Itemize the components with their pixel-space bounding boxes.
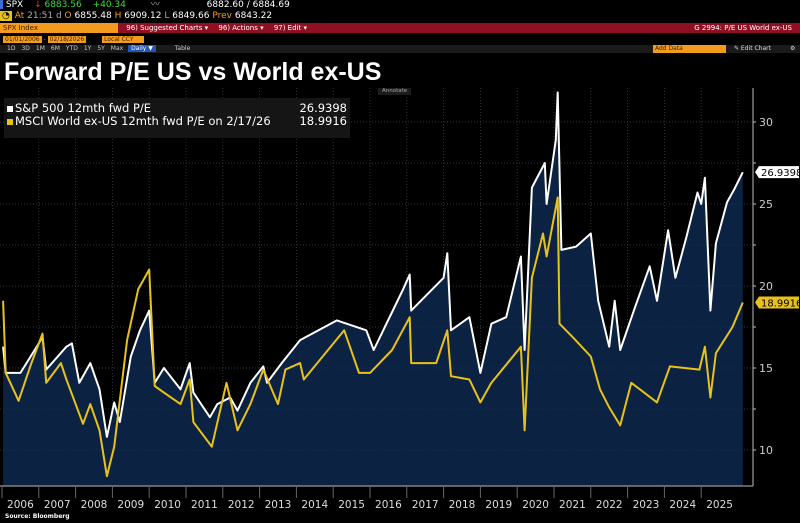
x-tick-label: 2022 bbox=[596, 499, 623, 511]
range-button[interactable]: 5Y bbox=[97, 45, 105, 52]
chart-id: G 2994: P/E US World ex-US bbox=[694, 24, 792, 32]
high: 6909.12 bbox=[124, 11, 162, 21]
last-price: 6883.56 bbox=[44, 0, 82, 10]
security-field[interactable]: SPX Index bbox=[0, 23, 118, 33]
currency-select[interactable]: Local CCY bbox=[102, 36, 144, 43]
legend: S&P 500 12mth fwd P/E 26.9398 MSCI World… bbox=[4, 98, 350, 138]
frequency-select[interactable]: Daily ▼ bbox=[128, 45, 156, 52]
actions-menu[interactable]: 96) Actions ▾ bbox=[218, 24, 264, 32]
x-tick-label: 2023 bbox=[633, 499, 660, 511]
low-label: L bbox=[164, 11, 170, 21]
msci-last-value-tag: 18.9916 bbox=[755, 296, 800, 310]
x-tick-label: 2020 bbox=[522, 499, 549, 511]
chart-marks bbox=[0, 91, 753, 486]
x-tick-label: 2025 bbox=[706, 499, 733, 511]
legend-label: S&P 500 12mth fwd P/E bbox=[15, 101, 152, 115]
legend-item-spx: S&P 500 12mth fwd P/E 26.9398 bbox=[7, 102, 347, 115]
x-tick-label: 2018 bbox=[449, 499, 476, 511]
range-button[interactable]: Max bbox=[110, 45, 124, 52]
x-tick-label: 2017 bbox=[412, 499, 439, 511]
at-label: At bbox=[14, 11, 25, 21]
x-tick-label: 2014 bbox=[301, 499, 328, 511]
y-tick-label: 25 bbox=[759, 198, 773, 211]
spx-last-value-tag: 26.9398 bbox=[755, 166, 800, 179]
x-tick-label: 2024 bbox=[669, 499, 696, 511]
prev-label: Prev bbox=[212, 11, 232, 21]
quote-icon: ◔ bbox=[0, 11, 12, 21]
msci-line bbox=[2, 196, 744, 478]
msci-last-value-tag-text: 18.9916 bbox=[761, 299, 800, 310]
x-tick-label: 2006 bbox=[7, 499, 34, 511]
open-label: O bbox=[64, 11, 72, 21]
legend-swatch-white bbox=[7, 105, 13, 112]
x-tick-label: 2008 bbox=[81, 499, 108, 511]
spx-last-value-tag-text: 26.9398 bbox=[761, 168, 800, 179]
range-row: 1D 3D 1M 6M YTD 1Y 5Y Max Daily ▼ Table bbox=[0, 45, 800, 53]
page-title: Forward P/E US vs World ex-US bbox=[4, 58, 382, 86]
ticker-bar: SPX ↓ 6883.56 +40.34 〰 6882.60 / 6884.69 bbox=[0, 0, 800, 11]
y-tick-label: 20 bbox=[759, 280, 773, 293]
source-note: Source: Bloomberg bbox=[5, 513, 70, 520]
start-date-field[interactable]: 01/01/2006 bbox=[3, 36, 42, 43]
y-tick-label: 30 bbox=[759, 116, 773, 129]
open: 6855.48 bbox=[74, 11, 112, 21]
gear-icon[interactable]: ⚙ bbox=[790, 45, 796, 52]
range-button[interactable]: YTD bbox=[65, 45, 78, 52]
legend-swatch-yellow bbox=[7, 118, 13, 125]
range-button[interactable]: 1D bbox=[7, 45, 16, 52]
annotate-button[interactable]: Annotate bbox=[378, 88, 412, 95]
spx-last-value-tag-box bbox=[755, 166, 799, 179]
msci-last-value-tag-box bbox=[755, 296, 799, 309]
add-data-field[interactable]: Add Data bbox=[653, 45, 726, 53]
down-arrow-icon: ↓ bbox=[34, 0, 42, 10]
x-tick-label: 2016 bbox=[375, 499, 402, 511]
range-button[interactable]: 3D bbox=[21, 45, 30, 52]
x-tick-label: 2012 bbox=[228, 499, 255, 511]
sparkline-icon: 〰 bbox=[150, 0, 160, 10]
legend-label: MSCI World ex-US 12mth fwd P/E on 2/17/2… bbox=[15, 114, 271, 128]
menu-bar: SPX Index 96) Suggested Charts ▾ 96) Act… bbox=[0, 23, 800, 33]
x-tick-label: 2015 bbox=[338, 499, 365, 511]
legend-item-msci: MSCI World ex-US 12mth fwd P/E on 2/17/2… bbox=[7, 115, 347, 128]
spx-line bbox=[2, 91, 744, 438]
x-tick-label: 2009 bbox=[117, 499, 144, 511]
range-button[interactable]: 1Y bbox=[83, 45, 92, 52]
x-tick-label: 2010 bbox=[154, 499, 181, 511]
date-row: 01/01/2006 - 02/18/2026 Local CCY bbox=[3, 36, 144, 44]
spx-area-fill bbox=[3, 92, 743, 486]
x-tick-label: 2013 bbox=[265, 499, 292, 511]
edit-chart-button[interactable]: ✎ Edit Chart bbox=[734, 45, 771, 52]
x-tick-label: 2007 bbox=[44, 499, 71, 511]
bid-ask: 6882.60 / 6884.69 bbox=[206, 0, 290, 10]
range-button[interactable]: 6M bbox=[50, 45, 60, 52]
time: 21:51 d bbox=[27, 11, 62, 21]
ticker-marker bbox=[0, 0, 3, 9]
prev: 6843.22 bbox=[234, 11, 273, 21]
legend-value: 26.9398 bbox=[299, 101, 347, 115]
end-date-field[interactable]: 02/18/2026 bbox=[47, 36, 87, 43]
range-button[interactable]: 1M bbox=[35, 45, 45, 52]
x-tick-label: 2019 bbox=[485, 499, 512, 511]
table-button[interactable]: Table bbox=[174, 45, 191, 52]
price-change: +40.34 bbox=[92, 0, 126, 10]
high-label: H bbox=[114, 11, 122, 21]
quote-bar: ◔ At 21:51 d O 6855.48 H 6909.12 L 6849.… bbox=[0, 11, 800, 22]
y-tick-label: 15 bbox=[759, 362, 773, 375]
low: 6849.66 bbox=[172, 11, 210, 21]
edit-menu[interactable]: 97) Edit ▾ bbox=[273, 24, 307, 32]
suggested-charts-menu[interactable]: 96) Suggested Charts ▾ bbox=[126, 24, 209, 32]
legend-value: 18.9916 bbox=[299, 114, 347, 128]
ticker: SPX bbox=[5, 0, 24, 10]
y-tick-label: 10 bbox=[759, 444, 773, 457]
x-tick-label: 2021 bbox=[559, 499, 586, 511]
x-tick-label: 2011 bbox=[191, 499, 218, 511]
